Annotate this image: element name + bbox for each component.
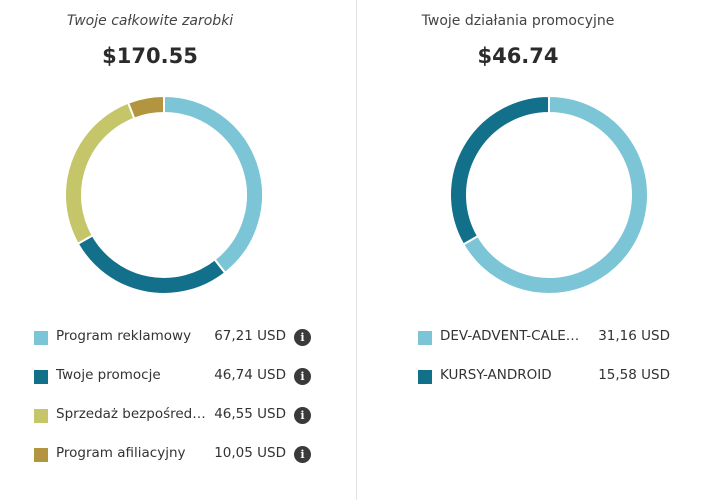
legend-label: Twoje promocje <box>56 367 161 383</box>
total-earnings-title: Twoje całkowite zarobki <box>66 13 234 29</box>
promotions-legend: DEV-ADVENT-CALENDAR 31,16 USD KURSY-ANDR… <box>418 322 715 400</box>
promotions-slice-0[interactable] <box>461 94 649 295</box>
earnings-slice-2[interactable] <box>64 101 136 246</box>
legend-value: 15,58 USD <box>598 367 670 383</box>
promotions-amount: $46.74 <box>477 44 559 68</box>
earnings-slice-0[interactable] <box>163 94 264 275</box>
legend-swatch <box>418 331 432 345</box>
legend-item-twoje-promocje: Twoje promocje 46,74 USD i <box>34 361 390 400</box>
legend-label: Program afiliacyjny <box>56 445 186 461</box>
promotions-slice-1[interactable] <box>449 94 550 246</box>
legend-label: Program reklamowy <box>56 328 192 344</box>
legend-item-kursy-android: KURSY-ANDROID 15,58 USD <box>418 361 715 400</box>
promotions-donut-chart <box>449 94 649 295</box>
info-icon[interactable]: i <box>294 329 311 346</box>
legend-swatch <box>34 331 48 345</box>
legend-value: 10,05 USD <box>214 445 286 461</box>
legend-label: DEV-ADVENT-CALENDAR <box>440 328 587 344</box>
legend-value: 46,74 USD <box>214 367 286 383</box>
legend-swatch <box>418 370 432 384</box>
earnings-slice-1[interactable] <box>76 233 227 295</box>
earnings-slice-3[interactable] <box>126 94 165 120</box>
total-earnings-amount: $170.55 <box>102 44 198 68</box>
promotions-title: Twoje działania promocyjne <box>421 13 615 29</box>
total-earnings-legend: Program reklamowy 67,21 USD i Twoje prom… <box>34 322 390 478</box>
legend-swatch <box>34 448 48 462</box>
panel-divider <box>356 0 357 500</box>
legend-label: Sprzedaż bezpośrednia <box>56 406 211 422</box>
total-earnings-donut-chart <box>64 94 264 295</box>
legend-item-sprzedaz-bezposrednia: Sprzedaż bezpośrednia 46,55 USD i <box>34 400 390 439</box>
legend-value: 31,16 USD <box>598 328 670 344</box>
info-icon[interactable]: i <box>294 446 311 463</box>
total-earnings-panel: Twoje całkowite zarobki $170.55 Program … <box>0 0 356 500</box>
legend-item-dev-advent-calendar: DEV-ADVENT-CALENDAR 31,16 USD <box>418 322 715 361</box>
legend-swatch <box>34 370 48 384</box>
legend-swatch <box>34 409 48 423</box>
legend-value: 46,55 USD <box>214 406 286 422</box>
info-icon[interactable]: i <box>294 368 311 385</box>
promotions-panel: Twoje działania promocyjne $46.74 DEV-AD… <box>357 0 715 500</box>
legend-item-program-reklamowy: Program reklamowy 67,21 USD i <box>34 322 390 361</box>
legend-label: KURSY-ANDROID <box>440 367 552 383</box>
legend-value: 67,21 USD <box>214 328 286 344</box>
legend-item-program-afiliacyjny: Program afiliacyjny 10,05 USD i <box>34 439 390 478</box>
info-icon[interactable]: i <box>294 407 311 424</box>
